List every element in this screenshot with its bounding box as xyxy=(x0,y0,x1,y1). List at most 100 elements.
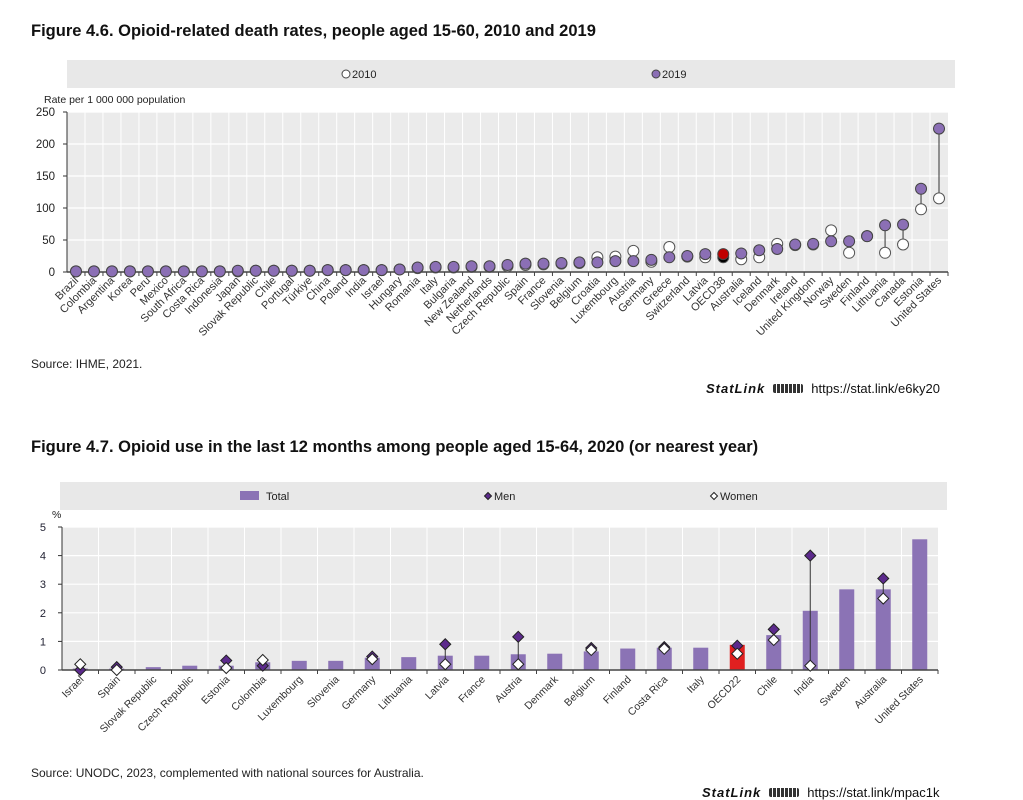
y-tick-label: 1 xyxy=(40,636,46,648)
point-2010 xyxy=(663,241,676,254)
point-2019 xyxy=(519,257,532,270)
x-tick-label: France xyxy=(456,674,488,706)
figure1-title: Figure 4.6. Opioid-related death rates, … xyxy=(31,22,596,40)
point-2019 xyxy=(717,248,730,261)
figure2-statlink[interactable]: StatLink https://stat.link/mpac1k xyxy=(702,785,940,800)
marker-men xyxy=(439,638,452,651)
x-tick-label: Spain xyxy=(95,674,123,702)
plot-area xyxy=(62,527,938,670)
marker-men xyxy=(658,640,671,654)
marker-women xyxy=(731,647,744,660)
x-tick-label: Denmark xyxy=(522,673,561,712)
statlink-url[interactable]: https://stat.link/mpac1k xyxy=(807,785,940,800)
y-tick-label: 0 xyxy=(49,267,55,279)
bar-total xyxy=(328,660,344,670)
point-2019 xyxy=(879,219,892,232)
point-2010 xyxy=(879,246,892,259)
marker-men xyxy=(74,663,87,677)
y-tick-label: 100 xyxy=(36,203,55,215)
bar-total xyxy=(583,651,599,670)
point-2019 xyxy=(573,256,586,269)
x-tick-label: Czech Republic xyxy=(135,674,195,734)
bar-total xyxy=(912,539,928,670)
point-2019 xyxy=(87,265,100,278)
bar-total xyxy=(401,657,417,670)
point-2019 xyxy=(699,248,712,261)
bar-total xyxy=(656,647,672,670)
x-tick-label: United States xyxy=(873,674,926,727)
x-tick-label: Sweden xyxy=(818,674,853,709)
x-tick-label: Colombia xyxy=(229,674,269,714)
y-tick-label: 3 xyxy=(40,579,46,591)
point-2019 xyxy=(339,264,352,277)
marker-women xyxy=(439,658,452,671)
point-2019 xyxy=(69,265,82,278)
y-tick-label: 2 xyxy=(40,608,46,620)
point-2019 xyxy=(393,263,406,276)
y-axis-label: % xyxy=(52,509,61,521)
figure1-statlink[interactable]: StatLink https://stat.link/e6ky20 xyxy=(706,381,940,396)
marker-men xyxy=(804,549,817,562)
point-2019 xyxy=(537,257,550,270)
marker-men xyxy=(110,660,123,674)
bar-total xyxy=(766,635,782,670)
y-tick-label: 250 xyxy=(36,107,55,119)
x-tick-label: Latvia xyxy=(423,674,451,702)
point-2019 xyxy=(231,264,244,277)
point-2019 xyxy=(627,255,640,268)
legend-band xyxy=(60,482,947,510)
x-tick-label: India xyxy=(792,674,817,699)
point-2019 xyxy=(483,260,496,273)
bar-total xyxy=(109,668,125,670)
figure1-source: Source: IHME, 2021. xyxy=(31,357,143,371)
bar-total xyxy=(620,648,636,670)
bar-total xyxy=(437,655,453,670)
legend-women-marker-icon xyxy=(709,491,719,501)
x-tick-label: Belgium xyxy=(562,673,597,708)
point-2019 xyxy=(789,238,802,251)
legend-2010-label: 2010 xyxy=(352,69,376,81)
x-tick-label: Chile xyxy=(754,674,780,700)
point-2019 xyxy=(771,242,784,255)
point-2019 xyxy=(285,264,298,277)
statlink-label: StatLink xyxy=(706,381,766,396)
bar-total xyxy=(875,589,891,670)
point-2019 xyxy=(591,256,604,269)
marker-women xyxy=(366,652,379,666)
marker-men xyxy=(767,623,780,636)
x-tick-label: Italy xyxy=(685,673,708,696)
statlink-label: StatLink xyxy=(702,785,762,800)
marker-men xyxy=(220,654,233,667)
point-2019 xyxy=(357,264,370,277)
statlink-logo-icon xyxy=(773,384,804,393)
marker-women xyxy=(585,643,598,657)
point-2019 xyxy=(411,261,424,274)
x-tick-label: Estonia xyxy=(199,674,232,707)
marker-men xyxy=(256,659,269,672)
x-tick-label: Lithuania xyxy=(376,674,415,713)
point-2019 xyxy=(177,265,190,278)
legend-2010-marker-icon xyxy=(341,69,351,79)
statlink-url[interactable]: https://stat.link/e6ky20 xyxy=(811,381,940,396)
point-2019 xyxy=(843,235,856,248)
point-2019 xyxy=(105,265,118,278)
marker-women xyxy=(658,642,671,656)
point-2019 xyxy=(681,250,694,262)
point-2019 xyxy=(933,122,946,135)
legend-total-label: Total xyxy=(266,491,289,503)
point-2019 xyxy=(123,265,136,278)
y-axis-label: Rate per 1 000 000 population xyxy=(44,94,185,106)
x-tick-label: Israel xyxy=(60,674,87,701)
marker-women xyxy=(74,658,87,671)
x-tick-label: Finland xyxy=(601,674,634,707)
y-tick-label: 5 xyxy=(40,522,46,534)
point-2019 xyxy=(897,218,910,231)
marker-men xyxy=(585,641,598,655)
point-2019 xyxy=(753,244,766,257)
point-2019 xyxy=(807,237,820,250)
point-2019 xyxy=(267,264,280,277)
bar-total xyxy=(218,665,234,670)
legend-2019-label: 2019 xyxy=(662,69,686,81)
point-2010 xyxy=(915,203,928,216)
y-tick-label: 0 xyxy=(40,665,46,677)
